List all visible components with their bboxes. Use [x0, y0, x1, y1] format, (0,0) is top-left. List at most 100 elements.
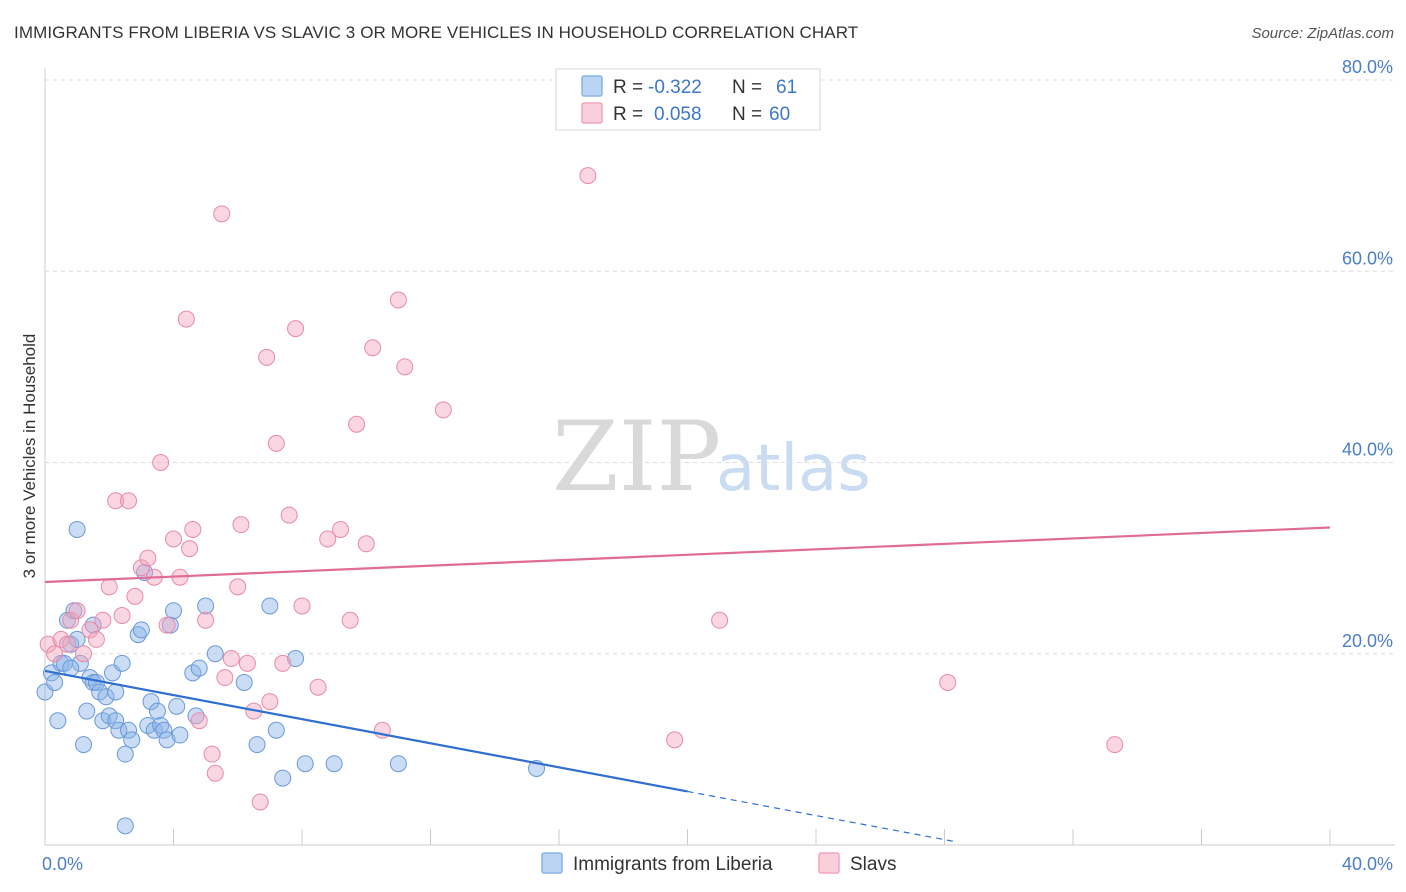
point-0-25	[120, 721, 138, 739]
stats-legend-n-value-slavs: 60	[769, 104, 790, 125]
y-tick-labels: 20.0% 40.0% 60.0% 80.0%	[1342, 57, 1393, 651]
point-0-59	[107, 683, 125, 701]
stats-legend: R = -0.322 N = 61 R = 0.058 N = 60	[555, 68, 821, 131]
series-legend-swatch-liberia	[541, 852, 563, 874]
stats-legend-swatch-liberia	[581, 75, 603, 97]
stats-legend-r-label-slavs: R =	[613, 104, 643, 125]
point-1-54	[579, 167, 597, 185]
point-0-60	[46, 673, 64, 691]
point-0-54	[389, 755, 407, 773]
watermark: ZIP atlas	[552, 401, 871, 513]
trend-line-0-extension	[687, 790, 955, 843]
point-1-27	[206, 764, 224, 782]
point-0-27	[129, 626, 147, 644]
point-1-11	[107, 492, 125, 510]
point-0-45	[206, 645, 224, 663]
point-1-43	[309, 678, 327, 696]
point-0-34	[152, 716, 170, 734]
point-1-44	[319, 530, 337, 548]
point-0-33	[148, 702, 166, 720]
point-1-42	[293, 597, 311, 615]
point-1-30	[222, 650, 240, 668]
point-0-26	[123, 731, 141, 749]
x-tick-label-0: 0.0%	[42, 854, 83, 874]
point-0-31	[142, 693, 160, 711]
point-1-52	[396, 358, 414, 376]
point-0-48	[261, 597, 279, 615]
point-0-42	[187, 707, 205, 725]
point-0-57	[84, 616, 102, 634]
point-1-57	[939, 673, 957, 691]
point-1-1	[46, 645, 64, 663]
trend-lines	[44, 526, 1331, 843]
point-1-55	[666, 731, 684, 749]
point-0-11	[78, 702, 96, 720]
series-0-points	[36, 520, 546, 835]
point-1-36	[258, 348, 276, 366]
point-1-15	[132, 559, 150, 577]
point-1-46	[341, 611, 359, 629]
point-1-10	[100, 578, 118, 596]
point-1-29	[216, 669, 234, 687]
point-0-24	[116, 817, 134, 835]
chart-title: IMMIGRANTS FROM LIBERIA VS SLAVIC 3 OR M…	[14, 23, 858, 42]
point-1-22	[177, 310, 195, 328]
point-1-3	[58, 635, 76, 653]
point-1-20	[165, 530, 182, 548]
point-0-49	[267, 721, 285, 739]
point-1-59	[181, 540, 199, 558]
point-1-26	[203, 745, 221, 763]
point-1-33	[238, 654, 256, 672]
x-tick-label-1: 40.0%	[1342, 854, 1393, 874]
watermark-zip: ZIP	[552, 401, 721, 513]
point-1-7	[81, 621, 99, 639]
trend-line-1	[44, 526, 1331, 584]
chart-source: Source: ZipAtlas.com	[1251, 25, 1394, 42]
series-legend: Immigrants from Liberia Slavs	[541, 852, 896, 875]
point-1-5	[68, 602, 86, 620]
axes	[44, 68, 1395, 846]
point-1-40	[280, 506, 298, 524]
point-1-12	[113, 607, 131, 624]
y-axis-title: 3 or more Vehicles in Household	[20, 334, 39, 579]
stats-legend-n-label-slavs: N =	[732, 104, 762, 125]
point-1-47	[348, 415, 366, 433]
series-legend-label-liberia: Immigrants from Liberia	[573, 854, 773, 875]
point-0-17	[97, 688, 115, 706]
point-1-49	[364, 339, 382, 357]
point-0-35	[155, 721, 173, 739]
point-0-51	[287, 650, 305, 668]
point-1-18	[152, 454, 170, 471]
point-1-25	[197, 611, 215, 629]
point-1-38	[267, 434, 285, 452]
y-tick-label-0: 20.0%	[1342, 631, 1393, 651]
point-1-0	[39, 635, 57, 653]
point-1-31	[229, 578, 247, 596]
point-0-52	[296, 755, 314, 773]
point-1-8	[87, 630, 105, 648]
point-0-53	[325, 755, 343, 773]
point-1-13	[120, 492, 138, 510]
point-0-36	[158, 731, 176, 749]
point-1-23	[184, 520, 202, 538]
y-tick-label-1: 40.0%	[1342, 440, 1393, 460]
point-1-37	[261, 693, 279, 711]
point-0-39	[168, 697, 186, 715]
point-0-44	[197, 597, 215, 615]
trend-line-0	[44, 669, 688, 793]
stats-legend-n-label-liberia: N =	[732, 77, 762, 98]
point-0-9	[71, 654, 89, 672]
stats-legend-n-value-liberia: 61	[776, 77, 797, 98]
point-1-41	[287, 320, 305, 338]
point-0-50	[274, 769, 292, 787]
point-1-58	[1106, 736, 1124, 754]
gridlines	[45, 79, 1395, 655]
point-0-23	[116, 745, 134, 763]
stats-legend-r-value-liberia: -0.322	[648, 77, 702, 98]
point-0-22	[113, 654, 131, 672]
y-tick-label-3: 80.0%	[1342, 57, 1393, 77]
point-0-2	[49, 712, 67, 730]
point-0-47	[248, 736, 266, 754]
point-0-28	[132, 621, 150, 639]
